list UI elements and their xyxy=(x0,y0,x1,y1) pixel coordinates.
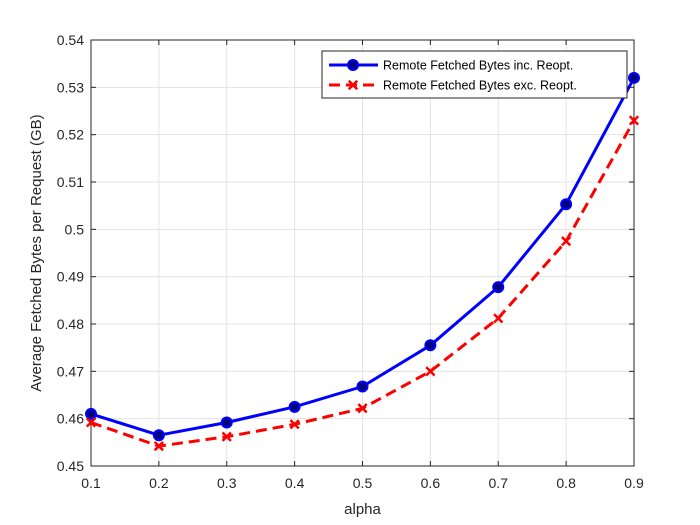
series-0 xyxy=(85,71,640,442)
legend-marker-inc-reopt xyxy=(347,59,359,71)
data-point xyxy=(153,441,164,452)
x-tick-label: 0.3 xyxy=(217,475,237,491)
x-tick-label: 0.1 xyxy=(81,475,101,491)
data-point xyxy=(356,380,369,393)
data-point xyxy=(561,236,572,247)
x-axis-label: alpha xyxy=(344,501,381,518)
legend-label-inc-reopt: Remote Fetched Bytes inc. Reopt. xyxy=(383,59,573,73)
data-point xyxy=(288,400,301,413)
y-tick-label: 0.54 xyxy=(57,32,84,48)
x-tick-label: 0.9 xyxy=(624,475,644,491)
series-layer xyxy=(85,71,640,452)
legend: Remote Fetched Bytes inc. Reopt. Remote … xyxy=(321,50,628,99)
legend-label-exc-reopt: Remote Fetched Bytes exc. Reopt. xyxy=(383,79,577,93)
x-tick-label: 0.4 xyxy=(285,475,305,491)
x-tick-label: 0.7 xyxy=(489,475,509,491)
legend-marker-exc-reopt xyxy=(347,79,359,91)
series-1 xyxy=(85,115,640,452)
data-point xyxy=(560,198,573,211)
y-tick-label: 0.46 xyxy=(57,411,84,427)
y-tick-label: 0.48 xyxy=(57,316,84,332)
y-tick-label: 0.52 xyxy=(57,127,84,143)
y-tick-label: 0.45 xyxy=(57,458,84,474)
legend-box xyxy=(321,50,628,99)
data-point xyxy=(492,281,505,294)
y-tick-label: 0.5 xyxy=(65,221,85,237)
data-point xyxy=(85,407,97,420)
data-point xyxy=(220,416,233,429)
y-tick-label: 0.53 xyxy=(57,79,84,95)
data-point xyxy=(628,115,640,126)
legend-entry-exc-reopt: Remote Fetched Bytes exc. Reopt. xyxy=(329,79,577,93)
y-tick-label: 0.51 xyxy=(57,174,84,190)
data-point xyxy=(152,429,165,442)
x-tick-label: 0.6 xyxy=(421,475,441,491)
data-point xyxy=(85,417,97,428)
y-tick-label: 0.49 xyxy=(57,269,84,285)
grid-lines xyxy=(90,39,635,467)
data-point xyxy=(221,431,232,442)
data-point xyxy=(628,71,640,84)
x-tick-label: 0.5 xyxy=(353,475,373,491)
y-axis-label: Average Fetched Bytes per Request (GB) xyxy=(28,114,45,391)
x-tick-label: 0.8 xyxy=(556,475,576,491)
y-axis-ticks: 0.45 0.46 0.47 0.48 0.49 0.5 0.51 0.52 0.53 0.54 xyxy=(57,32,634,474)
legend-entry-inc-reopt: Remote Fetched Bytes inc. Reopt. xyxy=(329,59,573,73)
data-point xyxy=(289,419,300,430)
x-tick-label: 0.2 xyxy=(149,475,169,491)
data-point xyxy=(424,339,437,352)
x-axis-ticks: 0.1 0.2 0.3 0.4 0.5 0.6 0.7 0.8 0.9 xyxy=(81,40,644,491)
data-point xyxy=(357,403,368,414)
data-point xyxy=(425,366,436,377)
data-point xyxy=(493,313,504,324)
y-tick-label: 0.47 xyxy=(57,363,84,379)
